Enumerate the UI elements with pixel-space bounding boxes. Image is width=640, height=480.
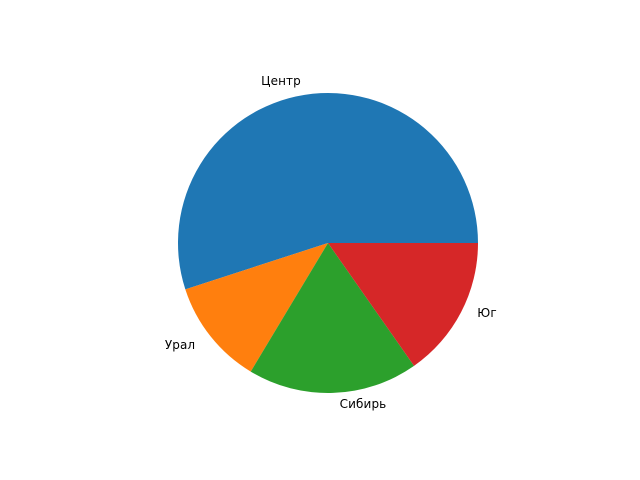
pie-wedge-label: Юг — [477, 306, 497, 320]
pie-wedge-label: Урал — [164, 338, 196, 352]
pie-wedge — [185, 243, 328, 372]
pie-wedge-label: Центр — [261, 74, 301, 88]
pie-wedge — [177, 93, 478, 290]
pie-wedge — [328, 243, 478, 366]
pie-wedge-label: Сибирь — [339, 397, 387, 411]
pie-wedge-group — [177, 93, 478, 394]
pie-wedge — [250, 243, 415, 394]
